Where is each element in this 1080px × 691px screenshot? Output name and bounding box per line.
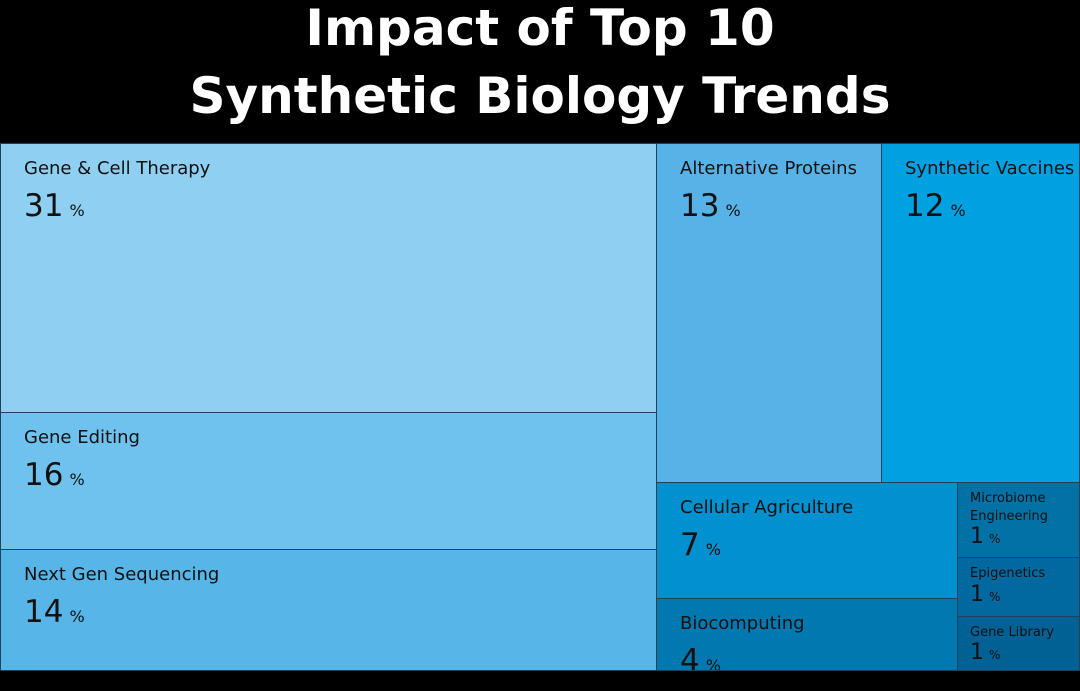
tile-value: 1%	[970, 524, 1000, 550]
tile-microbiome-engineering: Microbiome Engineering 1%	[957, 482, 1080, 558]
tile-value-number: 1	[970, 640, 984, 665]
tile-alternative-proteins: Alternative Proteins 13%	[656, 143, 882, 483]
chart-title-line-1: Impact of Top 10	[305, 0, 775, 57]
tile-value-unit: %	[69, 201, 85, 220]
tile-value-number: 1	[970, 524, 984, 549]
tile-value-unit: %	[989, 648, 1001, 662]
tile-value: 1%	[970, 582, 1000, 608]
tile-value: 13%	[680, 187, 741, 225]
tile-label: Epigenetics	[970, 566, 1046, 581]
tile-value: 31%	[24, 187, 85, 225]
tile-gene-editing: Gene Editing 16%	[0, 412, 657, 550]
tile-value-number: 16	[24, 457, 64, 493]
tile-label: Microbiome Engineering	[970, 491, 1048, 524]
tile-value-unit: %	[69, 607, 85, 626]
tile-value-unit: %	[705, 540, 721, 559]
tile-value: 1%	[970, 640, 1000, 666]
tile-cellular-agriculture: Cellular Agriculture 7%	[656, 482, 958, 599]
tile-label: Biocomputing	[680, 613, 805, 634]
tile-value-unit: %	[705, 656, 721, 671]
tile-value-number: 14	[24, 594, 64, 630]
tile-value: 12%	[905, 187, 966, 225]
tile-value-unit: %	[989, 590, 1001, 604]
tile-label: Gene Editing	[24, 427, 140, 448]
tile-label: Alternative Proteins	[680, 158, 857, 179]
tile-value: 14%	[24, 593, 85, 631]
tile-gene-library: Gene Library 1%	[957, 616, 1080, 671]
tile-value: 7%	[680, 526, 721, 564]
tile-value-number: 1	[970, 582, 984, 607]
tile-value-number: 12	[905, 188, 945, 224]
tile-value-unit: %	[69, 470, 85, 489]
tile-value-number: 4	[680, 643, 700, 671]
tile-label: Gene Library	[970, 625, 1054, 640]
tile-value-number: 7	[680, 527, 700, 563]
tile-value-unit: %	[989, 532, 1001, 546]
tile-label: Cellular Agriculture	[680, 497, 854, 518]
tile-next-gen-sequencing: Next Gen Sequencing 14%	[0, 549, 657, 671]
tile-label: Synthetic Vaccines	[905, 158, 1075, 179]
tile-label: Gene & Cell Therapy	[24, 158, 211, 179]
tile-value-unit: %	[725, 201, 741, 220]
tile-biocomputing: Biocomputing 4%	[656, 598, 958, 671]
chart-title-line-2: Synthetic Biology Trends	[189, 67, 891, 125]
tile-value-number: 31	[24, 188, 64, 224]
tile-label: Next Gen Sequencing	[24, 564, 220, 585]
tile-value: 16%	[24, 456, 85, 494]
tile-value-unit: %	[950, 201, 966, 220]
tile-synthetic-vaccines: Synthetic Vaccines 12%	[881, 143, 1080, 483]
tile-gene-cell-therapy: Gene & Cell Therapy 31%	[0, 143, 657, 413]
tile-value: 4%	[680, 642, 721, 671]
tile-epigenetics: Epigenetics 1%	[957, 557, 1080, 617]
tile-value-number: 13	[680, 188, 720, 224]
